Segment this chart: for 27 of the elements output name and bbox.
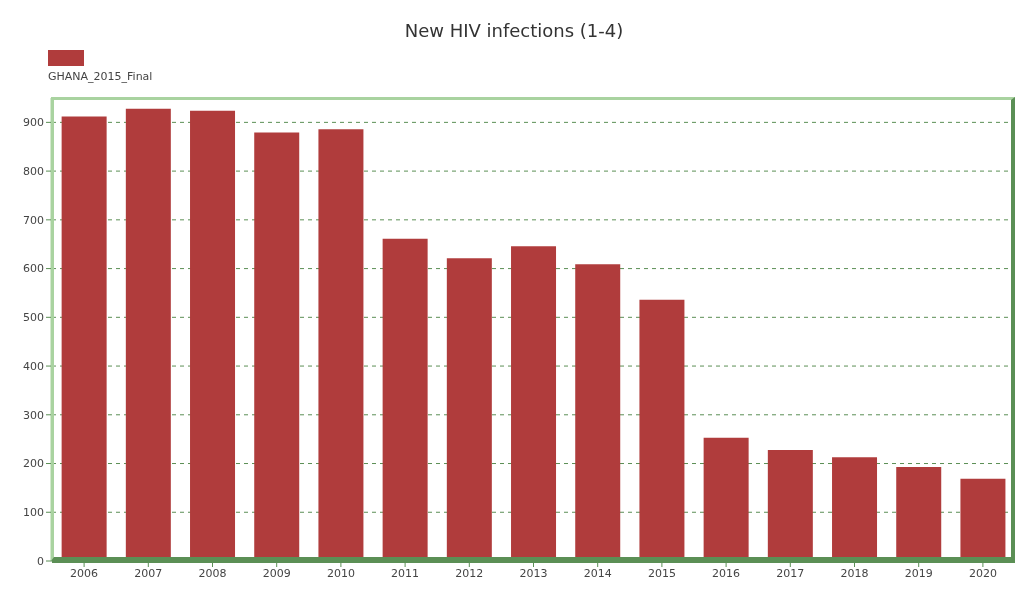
- y-tick-label: 100: [23, 506, 44, 520]
- y-tick-label: 700: [23, 213, 44, 227]
- x-tick-label: 2010: [326, 566, 355, 580]
- legend-label: GHANA_2015_Final: [48, 70, 153, 83]
- y-tick-label: 400: [23, 359, 44, 373]
- y-tick-label: 500: [23, 311, 44, 325]
- x-tick-label: 2016: [712, 566, 741, 580]
- x-tick-label: 2006: [70, 566, 99, 580]
- x-tick-label: 2020: [968, 566, 997, 580]
- y-tick-label: 600: [23, 262, 44, 276]
- x-tick-label: 2012: [455, 566, 484, 580]
- y-tick-label: 0: [37, 554, 44, 568]
- x-tick-label: 2008: [198, 566, 227, 580]
- x-tick-label: 2013: [519, 566, 548, 580]
- x-tick-label: 2017: [776, 566, 805, 580]
- x-tick-label: 2009: [262, 566, 291, 580]
- x-tick-label: 2015: [647, 566, 676, 580]
- chart-title: New HIV infections (1-4): [403, 20, 625, 41]
- y-tick-label: 800: [23, 165, 44, 179]
- x-tick-label: 2018: [840, 566, 869, 580]
- y-tick-label: 200: [23, 457, 44, 471]
- x-tick-label: 2014: [583, 566, 612, 580]
- y-tick-label: 300: [23, 408, 44, 422]
- y-tick-label: 900: [23, 116, 44, 130]
- x-tick-label: 2019: [904, 566, 933, 580]
- x-tick-label: 2011: [391, 566, 420, 580]
- x-tick-label: 2007: [134, 566, 163, 580]
